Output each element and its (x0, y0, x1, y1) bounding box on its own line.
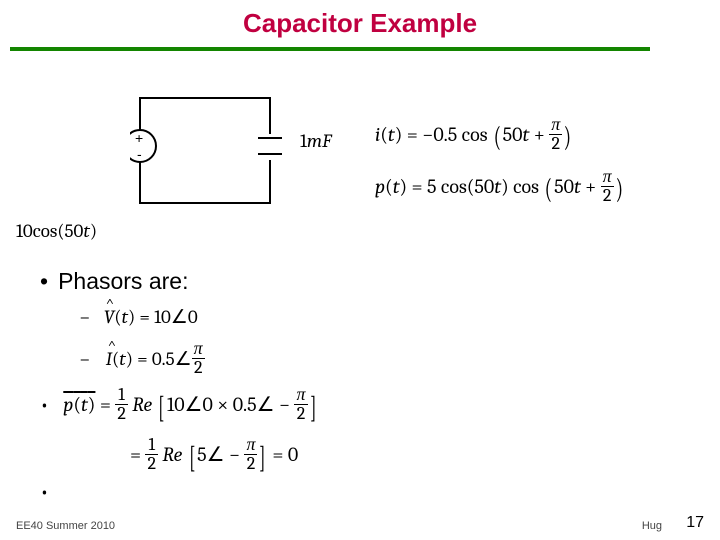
eq-v-phasor: V(t) = 10∠0 (80, 306, 198, 328)
title-rule (10, 47, 650, 51)
eq-pbar-1: p(t) = 12 Re [10∠0 × 0.5∠ − π2] (40, 388, 318, 425)
source-plus: + (135, 130, 143, 146)
source-minus: - (137, 146, 142, 162)
footer-course: EE40 Summer 2010 (16, 520, 115, 532)
footer-page: 17 (686, 514, 704, 532)
footer-author: Hug (642, 520, 662, 532)
eq-p-t: p(t) = 5 cos(50t) cos (50t + π2) (375, 170, 624, 207)
eq-pbar-2: = 12 Re [5∠ − π2] = 0 (130, 438, 298, 475)
capacitor-label: 1mF (300, 130, 332, 152)
eq-i-phasor: I(t) = 0.5∠π2 (80, 342, 205, 379)
eq-i-t: i(t) = −0.5 cos (50t + π2) (375, 118, 573, 155)
circuit-diagram: + - (130, 86, 290, 216)
phasors-heading: Phasors are: (40, 268, 188, 295)
empty-bullet (40, 480, 59, 503)
page-title: Capacitor Example (243, 8, 477, 39)
voltage-source-label: 10cos(50t) (16, 220, 97, 242)
